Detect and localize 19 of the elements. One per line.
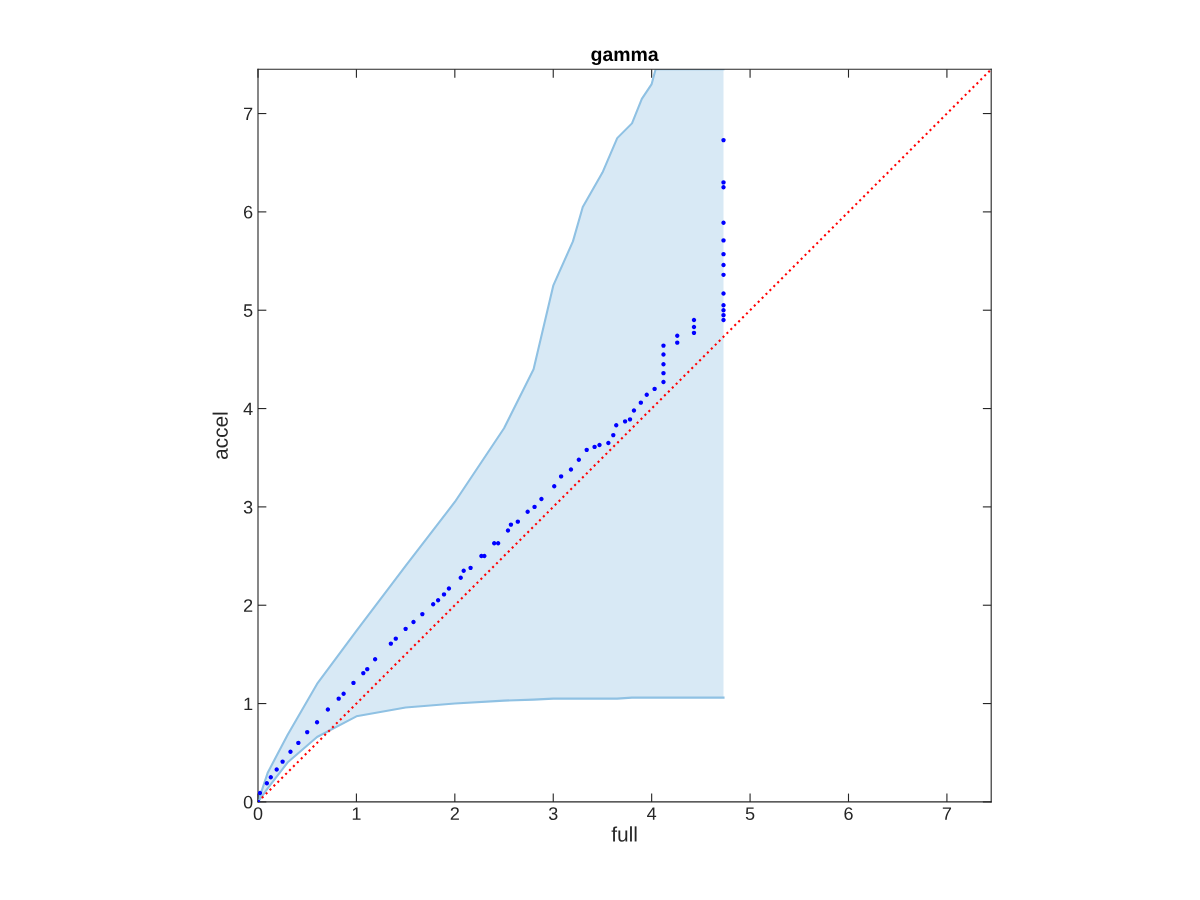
y-tick-label: 3 [243,500,253,514]
chart-title: gamma [591,50,659,66]
y-tick-label: 4 [243,402,253,416]
x-tick-label: 0 [253,807,263,821]
x-axis-title: full [611,826,637,842]
x-tick-label: 6 [844,807,853,821]
y-tick-label: 0 [243,795,253,809]
x-tick-label: 3 [548,807,558,821]
y-tick-label: 7 [244,107,253,121]
x-tick-label: 5 [745,807,755,821]
x-tick-label: 2 [450,807,459,820]
y-axis-title: accel [212,412,228,460]
x-tick-label: 7 [942,807,952,820]
y-tick-label: 1 [244,697,253,711]
x-tick-label: 4 [647,807,657,820]
y-tick-label: 6 [244,205,253,219]
x-tick-label: 1 [352,807,361,820]
y-tick-label: 5 [243,304,253,317]
y-tick-label: 2 [244,599,253,612]
